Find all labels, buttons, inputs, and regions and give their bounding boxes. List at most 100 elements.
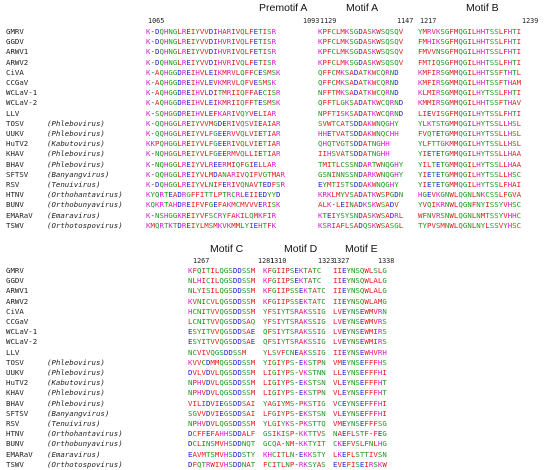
residue: S: [241, 327, 247, 337]
residue: V: [337, 337, 342, 347]
residue: T: [331, 98, 336, 108]
residue: R: [222, 159, 227, 169]
residue: N: [350, 306, 356, 316]
seq-bottom-E-12: VLEYNSEFFFHT: [333, 388, 387, 398]
residue: E: [258, 200, 263, 210]
residue: H: [163, 210, 169, 220]
residue: L: [188, 317, 193, 326]
residue: C: [376, 67, 381, 77]
residue: Y: [418, 180, 423, 189]
residue: H: [223, 449, 229, 459]
residue: L: [177, 169, 182, 179]
residue: I: [516, 47, 522, 57]
residue: T: [485, 180, 490, 189]
residue: N: [476, 220, 481, 230]
residue: V: [199, 139, 205, 149]
residue: W: [376, 47, 381, 57]
residue: A: [222, 27, 227, 36]
residue: I: [201, 337, 206, 347]
residue: M: [453, 27, 459, 36]
residue: P: [285, 357, 290, 367]
residue: S: [494, 57, 499, 67]
residue: S: [440, 57, 445, 67]
residue: S: [494, 159, 499, 169]
residue: K: [263, 296, 268, 306]
residue: G: [271, 388, 277, 398]
residue: H: [476, 67, 481, 77]
residue: A: [362, 27, 368, 36]
residue: Q: [458, 139, 463, 149]
residue: C: [516, 220, 522, 230]
residue: -: [150, 67, 155, 77]
residue: D: [262, 190, 268, 200]
residue: N: [350, 317, 356, 326]
residue: Y: [280, 306, 286, 316]
residue: E: [341, 368, 347, 377]
residue: I: [267, 129, 272, 138]
residue: T: [367, 98, 372, 108]
residue: Q: [458, 129, 463, 138]
residue: K: [263, 286, 268, 296]
residue: R: [226, 139, 232, 149]
residue: H: [368, 347, 374, 357]
residue: H: [507, 169, 513, 179]
residue: I: [337, 296, 342, 306]
residue: L: [471, 108, 477, 118]
residue: E: [253, 27, 259, 36]
residue: R: [159, 220, 164, 230]
residue: G: [444, 169, 450, 179]
residue: S: [271, 200, 277, 210]
residue: H: [385, 139, 390, 149]
residue: S: [440, 88, 445, 98]
residue: K: [344, 98, 350, 108]
residue: N: [350, 286, 356, 296]
residue: S: [344, 88, 350, 98]
residue: M: [340, 37, 345, 47]
residue: V: [201, 378, 206, 388]
residue: L: [453, 200, 459, 210]
seq-bottom-E-10: LLEYNSEFFFHI: [333, 368, 387, 378]
residue: G: [444, 129, 450, 138]
residue: I: [262, 57, 268, 67]
residue: P: [322, 57, 327, 67]
residue: H: [507, 210, 513, 220]
residue: A: [318, 200, 323, 210]
residue: S: [307, 398, 313, 408]
residue: T: [431, 149, 436, 159]
residue: F: [418, 57, 423, 67]
residue: H: [172, 200, 178, 210]
residue: I: [335, 180, 341, 189]
residue: Q: [154, 129, 160, 138]
residue: L: [498, 47, 504, 57]
residue: D: [177, 190, 182, 200]
residue: T: [312, 368, 317, 377]
residue: I: [262, 37, 268, 47]
residue: N: [350, 337, 356, 347]
residue: K: [146, 67, 151, 77]
residue: Q: [154, 118, 160, 128]
residue: A: [362, 180, 368, 189]
residue: I: [190, 200, 196, 210]
seq-top-A-4: QFFCMKSADATKWCQRND: [318, 68, 399, 78]
residue: N: [476, 210, 481, 220]
residue: S: [228, 276, 233, 286]
residue: H: [507, 149, 513, 159]
residue: V: [210, 327, 215, 337]
residue: V: [373, 347, 378, 357]
residue: E: [341, 327, 347, 337]
residue: Q: [359, 286, 365, 296]
residue: I: [201, 347, 206, 357]
num-c-start: 1267: [193, 257, 210, 265]
residue: I: [316, 347, 322, 357]
residue: W: [449, 210, 454, 220]
residue: A: [362, 98, 368, 108]
residue: I: [240, 210, 245, 220]
residue: E: [341, 419, 347, 428]
residue: Q: [359, 296, 365, 306]
residue: S: [210, 439, 215, 449]
residue: T: [485, 57, 490, 67]
residue: S: [355, 337, 360, 347]
residue: F: [326, 88, 332, 98]
residue: E: [326, 129, 332, 138]
residue: L: [337, 378, 342, 388]
